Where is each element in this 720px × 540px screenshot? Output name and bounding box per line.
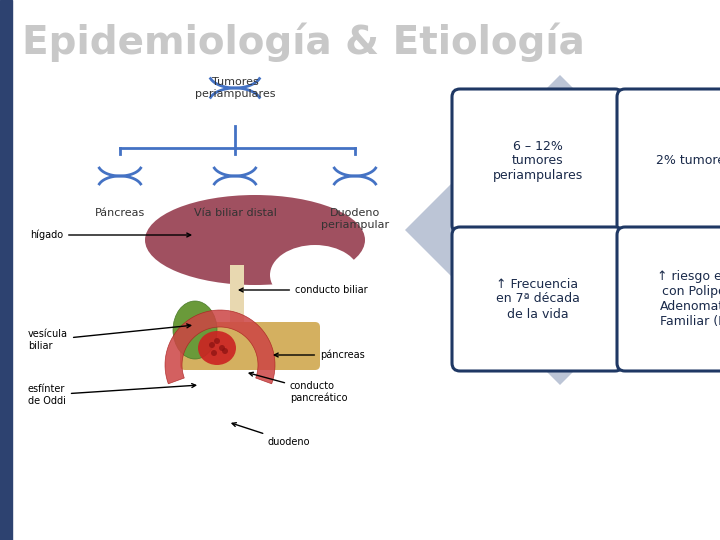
Text: Páncreas: Páncreas — [95, 208, 145, 218]
Ellipse shape — [222, 348, 228, 354]
Ellipse shape — [270, 245, 360, 305]
Text: duodeno: duodeno — [232, 423, 310, 447]
Text: Vía biliar distal: Vía biliar distal — [194, 208, 276, 218]
Ellipse shape — [209, 342, 215, 348]
Text: Tumores
periampulares: Tumores periampulares — [194, 77, 275, 99]
Text: Duodeno
periampular: Duodeno periampular — [321, 208, 389, 230]
Ellipse shape — [198, 331, 236, 365]
Text: 6 – 12%
tumores
periampulares: 6 – 12% tumores periampulares — [492, 139, 582, 183]
Ellipse shape — [219, 345, 225, 351]
Ellipse shape — [211, 350, 217, 356]
Polygon shape — [405, 75, 715, 385]
FancyBboxPatch shape — [452, 89, 623, 233]
Text: hígado: hígado — [30, 230, 191, 240]
Text: páncreas: páncreas — [274, 350, 365, 360]
Bar — [0, 0, 12, 540]
Text: vesícula
biliar: vesícula biliar — [28, 324, 191, 351]
FancyBboxPatch shape — [180, 322, 320, 370]
Bar — [230, 265, 244, 345]
Text: Epidemiología & Etiología: Epidemiología & Etiología — [22, 22, 585, 62]
Ellipse shape — [173, 301, 217, 359]
FancyBboxPatch shape — [617, 227, 720, 371]
FancyBboxPatch shape — [452, 227, 623, 371]
Text: conducto
pancreático: conducto pancreático — [249, 372, 348, 403]
Text: esfínter
de Oddi: esfínter de Oddi — [28, 383, 196, 406]
Text: conducto biliar: conducto biliar — [239, 285, 368, 295]
FancyBboxPatch shape — [617, 89, 720, 233]
Text: 2% tumores GI: 2% tumores GI — [656, 154, 720, 167]
Text: ↑ riesgo en px
con Poliposis
Adenomatosa
Familiar (PAF): ↑ riesgo en px con Poliposis Adenomatosa… — [657, 270, 720, 328]
Text: ↑ Frecuencia
en 7ª década
de la vida: ↑ Frecuencia en 7ª década de la vida — [495, 278, 580, 321]
Ellipse shape — [145, 195, 365, 285]
Ellipse shape — [214, 338, 220, 344]
Polygon shape — [165, 310, 275, 384]
